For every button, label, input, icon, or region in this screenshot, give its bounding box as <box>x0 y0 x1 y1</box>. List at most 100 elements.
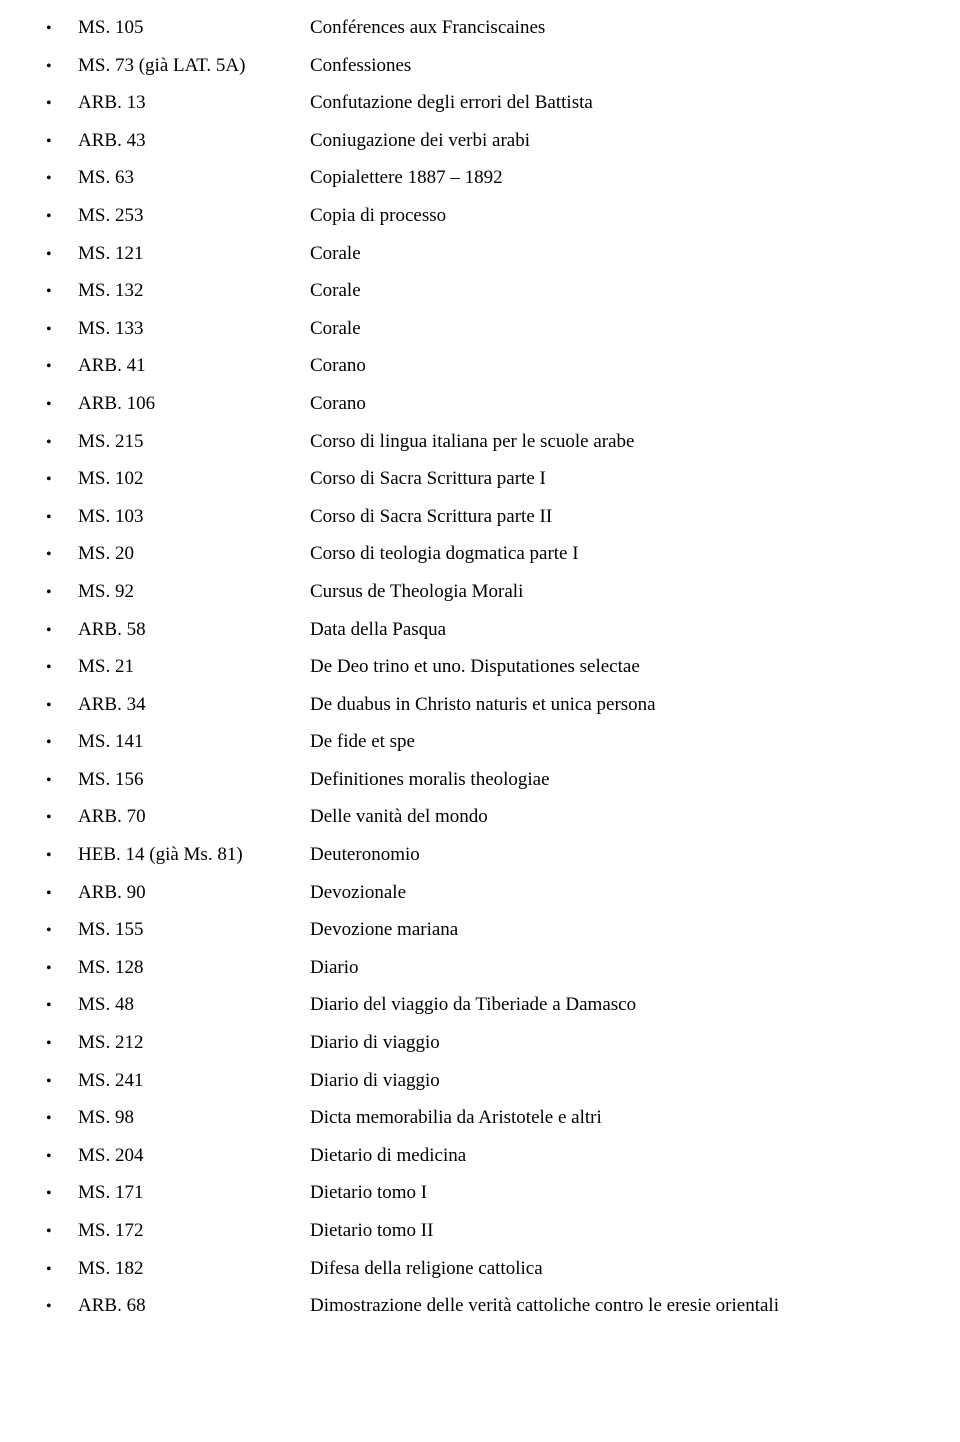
list-item: •ARB. 34De duabus in Christo naturis et … <box>0 695 960 733</box>
manuscript-title: Corale <box>310 319 960 338</box>
list-item: •HEB. 14 (già Ms. 81)Deuteronomio <box>0 845 960 883</box>
bullet-icon: • <box>46 1262 78 1278</box>
bullet-icon: • <box>46 1299 78 1315</box>
list-item: •MS. 21De Deo trino et uno. Disputatione… <box>0 657 960 695</box>
list-item: •MS. 102Corso di Sacra Scrittura parte I <box>0 469 960 507</box>
manuscript-code: MS. 155 <box>78 920 310 939</box>
list-item: •MS. 121Corale <box>0 244 960 282</box>
bullet-icon: • <box>46 773 78 789</box>
bullet-icon: • <box>46 209 78 225</box>
bullet-icon: • <box>46 96 78 112</box>
bullet-icon: • <box>46 284 78 300</box>
list-item: •ARB. 43Coniugazione dei verbi arabi <box>0 131 960 169</box>
manuscript-code: MS. 132 <box>78 281 310 300</box>
manuscript-code: ARB. 34 <box>78 695 310 714</box>
manuscript-title: Cursus de Theologia Morali <box>310 582 960 601</box>
manuscript-code: MS. 182 <box>78 1259 310 1278</box>
manuscript-code: ARB. 13 <box>78 93 310 112</box>
manuscript-title: Conférences aux Franciscaines <box>310 18 960 37</box>
manuscript-code: MS. 103 <box>78 507 310 526</box>
bullet-icon: • <box>46 886 78 902</box>
manuscript-code: MS. 141 <box>78 732 310 751</box>
bullet-icon: • <box>46 735 78 751</box>
manuscript-title: Diario di viaggio <box>310 1033 960 1052</box>
list-item: •MS. 155Devozione mariana <box>0 920 960 958</box>
manuscript-code: MS. 128 <box>78 958 310 977</box>
list-item: •ARB. 41Corano <box>0 356 960 394</box>
manuscript-title: De Deo trino et uno. Disputationes selec… <box>310 657 960 676</box>
manuscript-code: MS. 212 <box>78 1033 310 1052</box>
manuscript-code: MS. 241 <box>78 1071 310 1090</box>
bullet-icon: • <box>46 961 78 977</box>
manuscript-title: Data della Pasqua <box>310 620 960 639</box>
manuscript-code: MS. 105 <box>78 18 310 37</box>
manuscript-title: Diario del viaggio da Tiberiade a Damasc… <box>310 995 960 1014</box>
list-item: •ARB. 58Data della Pasqua <box>0 620 960 658</box>
manuscript-title: De fide et spe <box>310 732 960 751</box>
manuscript-title: Confutazione degli errori del Battista <box>310 93 960 112</box>
manuscript-title: Corso di Sacra Scrittura parte II <box>310 507 960 526</box>
list-item: •MS. 98Dicta memorabilia da Aristotele e… <box>0 1108 960 1146</box>
manuscript-title: Diario di viaggio <box>310 1071 960 1090</box>
manuscript-title: Confessiones <box>310 56 960 75</box>
bullet-icon: • <box>46 698 78 714</box>
list-item: •ARB. 90Devozionale <box>0 883 960 921</box>
manuscript-code: MS. 21 <box>78 657 310 676</box>
manuscript-code: MS. 63 <box>78 168 310 187</box>
list-item: •MS. 172Dietario tomo II <box>0 1221 960 1259</box>
bullet-icon: • <box>46 998 78 1014</box>
manuscript-title: Corso di Sacra Scrittura parte I <box>310 469 960 488</box>
manuscript-title: Dimostrazione delle verità cattoliche co… <box>310 1296 960 1315</box>
manuscript-title: Delle vanità del mondo <box>310 807 960 826</box>
manuscript-title: Copialettere 1887 – 1892 <box>310 168 960 187</box>
list-item: •MS. 133Corale <box>0 319 960 357</box>
manuscript-code: MS. 204 <box>78 1146 310 1165</box>
manuscript-title: Dicta memorabilia da Aristotele e altri <box>310 1108 960 1127</box>
bullet-icon: • <box>46 247 78 263</box>
manuscript-list: •MS. 105Conférences aux Franciscaines•MS… <box>0 18 960 1334</box>
bullet-icon: • <box>46 1074 78 1090</box>
bullet-icon: • <box>46 359 78 375</box>
bullet-icon: • <box>46 59 78 75</box>
manuscript-title: Definitiones moralis theologiae <box>310 770 960 789</box>
manuscript-code: MS. 172 <box>78 1221 310 1240</box>
bullet-icon: • <box>46 585 78 601</box>
bullet-icon: • <box>46 435 78 451</box>
manuscript-code: MS. 73 (già LAT. 5A) <box>78 56 310 75</box>
manuscript-title: Copia di processo <box>310 206 960 225</box>
manuscript-code: ARB. 43 <box>78 131 310 150</box>
manuscript-code: ARB. 106 <box>78 394 310 413</box>
list-item: •ARB. 106Corano <box>0 394 960 432</box>
manuscript-title: Dietario tomo I <box>310 1183 960 1202</box>
manuscript-title: Dietario di medicina <box>310 1146 960 1165</box>
manuscript-code: MS. 215 <box>78 432 310 451</box>
manuscript-code: MS. 92 <box>78 582 310 601</box>
bullet-icon: • <box>46 1111 78 1127</box>
bullet-icon: • <box>46 134 78 150</box>
bullet-icon: • <box>46 397 78 413</box>
manuscript-code: MS. 48 <box>78 995 310 1014</box>
list-item: •MS. 20Corso di teologia dogmatica parte… <box>0 544 960 582</box>
list-item: •MS. 103Corso di Sacra Scrittura parte I… <box>0 507 960 545</box>
manuscript-code: ARB. 70 <box>78 807 310 826</box>
list-item: •MS. 204Dietario di medicina <box>0 1146 960 1184</box>
bullet-icon: • <box>46 1149 78 1165</box>
list-item: •ARB. 70Delle vanità del mondo <box>0 807 960 845</box>
manuscript-title: Devozione mariana <box>310 920 960 939</box>
bullet-icon: • <box>46 1036 78 1052</box>
list-item: •MS. 73 (già LAT. 5A)Confessiones <box>0 56 960 94</box>
bullet-icon: • <box>46 472 78 488</box>
manuscript-code: MS. 253 <box>78 206 310 225</box>
list-item: •MS. 48Diario del viaggio da Tiberiade a… <box>0 995 960 1033</box>
list-item: •MS. 141De fide et spe <box>0 732 960 770</box>
manuscript-title: Corso di lingua italiana per le scuole a… <box>310 432 960 451</box>
list-item: •MS. 63Copialettere 1887 – 1892 <box>0 168 960 206</box>
manuscript-code: ARB. 90 <box>78 883 310 902</box>
bullet-icon: • <box>46 810 78 826</box>
bullet-icon: • <box>46 623 78 639</box>
manuscript-title: Corale <box>310 244 960 263</box>
list-item: •MS. 241Diario di viaggio <box>0 1071 960 1109</box>
manuscript-code: MS. 98 <box>78 1108 310 1127</box>
manuscript-title: Coniugazione dei verbi arabi <box>310 131 960 150</box>
manuscript-code: MS. 121 <box>78 244 310 263</box>
